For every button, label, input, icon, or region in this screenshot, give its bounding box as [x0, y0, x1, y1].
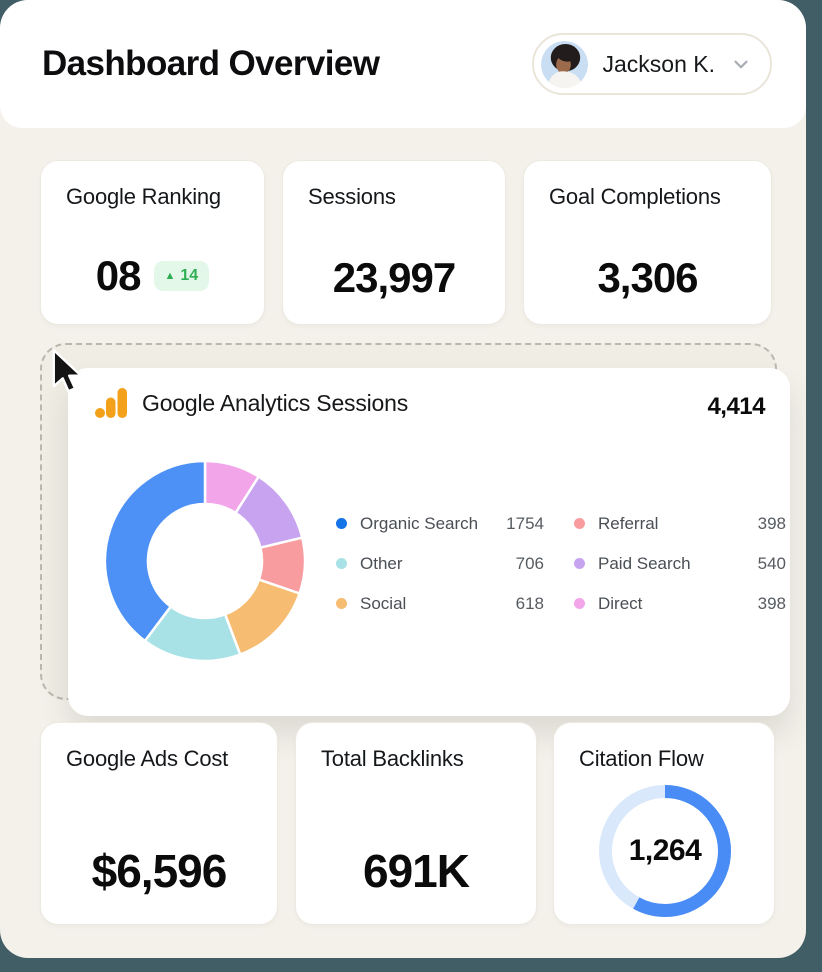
- legend-label: Referral: [598, 513, 659, 533]
- analytics-card-title: Google Analytics Sessions: [142, 389, 409, 416]
- stat-card-sessions: Sessions 23,997: [282, 160, 506, 325]
- stat-value: 691K: [363, 845, 470, 897]
- stat-card-citation-flow: Citation Flow 1,264: [553, 722, 775, 925]
- stat-card-total-backlinks: Total Backlinks 691K: [295, 722, 537, 925]
- legend-label: Direct: [598, 593, 643, 613]
- legend-item-referral: Referral 398: [574, 511, 786, 536]
- legend-column: Referral 398 Paid Search 540 Direct 398: [574, 511, 786, 616]
- legend-value: 398: [757, 513, 786, 533]
- stat-value: 3,306: [597, 254, 698, 301]
- legend-label: Social: [360, 593, 407, 613]
- legend-value: 398: [757, 593, 786, 613]
- ring-progress-arc: [599, 785, 731, 917]
- donut-legend: Organic Search 1754 Other 706 Social 618 Refer…: [336, 511, 786, 616]
- legend-label: Organic Search: [360, 513, 479, 533]
- legend-value: 618: [515, 593, 544, 613]
- delta-value: 14: [180, 267, 199, 284]
- google-analytics-sessions-card: Google Analytics Sessions 4,414 Organic …: [68, 368, 790, 716]
- legend-column: Organic Search 1754 Other 706 Social 618: [336, 511, 544, 616]
- stat-label: Google Ads Cost: [66, 746, 229, 771]
- legend-value: 706: [515, 553, 544, 573]
- stat-label: Sessions: [308, 184, 396, 209]
- chevron-down-icon: [734, 60, 748, 69]
- legend-label: Other: [360, 553, 403, 573]
- arrow-up-icon: ▲: [164, 269, 176, 282]
- legend-value: 1754: [506, 513, 544, 533]
- stat-label: Google Ranking: [66, 184, 221, 209]
- ranking-delta-badge: ▲ 14: [153, 261, 210, 291]
- legend-item-direct: Direct 398: [574, 591, 786, 616]
- sessions-donut-chart: [100, 456, 310, 666]
- page-title: Dashboard Overview: [42, 44, 380, 83]
- citation-flow-progress-ring: [599, 785, 731, 917]
- stat-card-google-ads-cost: Google Ads Cost $6,596: [40, 722, 278, 925]
- legend-dot-icon: [336, 518, 347, 529]
- stat-value: 08: [95, 252, 142, 299]
- legend-dot-icon: [574, 598, 585, 609]
- stat-card-goal-completions: Goal Completions 3,306: [523, 160, 772, 325]
- legend-dot-icon: [336, 558, 347, 569]
- citation-flow-value: 1,264: [628, 834, 702, 867]
- stat-label: Citation Flow: [579, 746, 704, 771]
- stat-label: Total Backlinks: [321, 746, 464, 771]
- legend-item-paid-search: Paid Search 540: [574, 551, 786, 576]
- dashboard-panel: Dashboard Overview Jackson K. Google Ran…: [0, 0, 806, 958]
- donut-segment-organic-search: [103, 459, 207, 643]
- stat-label: Goal Completions: [549, 184, 721, 209]
- user-menu-button[interactable]: Jackson K.: [531, 33, 772, 95]
- legend-item-organic-search: Organic Search 1754: [336, 511, 544, 536]
- legend-label: Paid Search: [598, 553, 691, 573]
- legend-item-other: Other 706: [336, 551, 544, 576]
- legend-dot-icon: [574, 518, 585, 529]
- legend-item-social: Social 618: [336, 591, 544, 616]
- stat-card-google-ranking: Google Ranking 08 ▲ 14: [40, 160, 265, 325]
- stat-value: 23,997: [332, 254, 456, 301]
- legend-value: 540: [757, 553, 786, 573]
- sessions-total: 4,414: [707, 393, 765, 420]
- legend-dot-icon: [336, 598, 347, 609]
- mouse-cursor-icon: [52, 349, 83, 393]
- avatar: [540, 40, 588, 88]
- header: Dashboard Overview Jackson K.: [0, 0, 806, 128]
- stat-value: $6,596: [91, 845, 228, 897]
- legend-dot-icon: [574, 558, 585, 569]
- google-analytics-icon: [95, 388, 127, 418]
- user-name: Jackson K.: [602, 50, 716, 77]
